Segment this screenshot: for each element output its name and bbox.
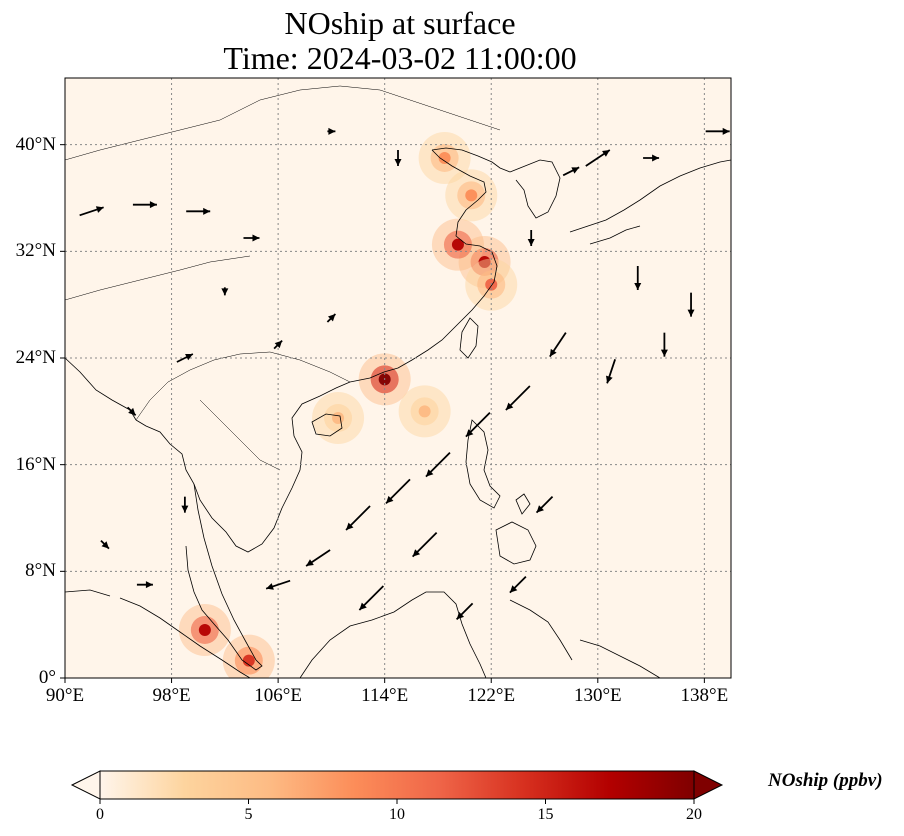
emission-hotspot — [431, 218, 484, 271]
lon-tick-label: 106°E — [254, 685, 302, 706]
lon-tick-label: 130°E — [573, 685, 622, 706]
coastline-borneo — [299, 591, 487, 678]
lon-tick-label: 122°E — [467, 685, 516, 706]
lon-tick-label: 114°E — [361, 685, 409, 706]
wind-vectors-layer — [79, 127, 730, 620]
coastline-taiwan — [459, 317, 479, 359]
wind-arrow — [465, 412, 491, 438]
lat-tick-label: 24°N — [15, 347, 56, 368]
map-frame — [64, 77, 732, 679]
emission-hotspot — [222, 634, 275, 678]
wind-arrow — [643, 154, 660, 162]
lon-tick-label: 138°E — [680, 685, 729, 706]
coastline-mindanao — [495, 493, 537, 565]
wind-arrow — [345, 505, 371, 531]
colorbar-extend-low — [70, 770, 101, 800]
wind-arrow — [181, 496, 189, 513]
coastline-sulawesi-newguinea — [509, 599, 661, 678]
wind-arrow — [176, 353, 194, 363]
emission-hotspot — [178, 604, 231, 656]
border-lines — [65, 85, 501, 471]
colorbar-label: NOship (ppbv) — [768, 770, 883, 791]
wind-arrow — [585, 149, 611, 167]
wind-arrow — [535, 496, 554, 514]
emission-hotspot — [418, 132, 471, 184]
colorbar-gradient — [99, 770, 695, 800]
wind-arrow — [132, 201, 157, 209]
wind-arrow — [305, 549, 331, 567]
wind-arrow — [505, 385, 531, 411]
colorbar-tick-label: 10 — [389, 806, 405, 823]
wind-arrow — [606, 359, 616, 384]
wind-arrow — [412, 532, 438, 558]
lat-tick-label: 16°N — [15, 453, 56, 475]
coastline-indochina — [135, 381, 351, 553]
wind-arrow — [634, 266, 642, 290]
wind-arrow — [385, 478, 411, 504]
coastline-luzon — [465, 419, 501, 509]
wind-arrow — [326, 313, 337, 323]
wind-arrow — [527, 230, 535, 246]
wind-arrow — [394, 150, 402, 166]
coastline-japan — [569, 159, 731, 245]
lat-tick-label: 0° — [38, 667, 56, 688]
chart-title: NOship at surface — [284, 5, 516, 41]
wind-arrow — [273, 340, 283, 350]
lon-tick-label: 98°E — [152, 685, 191, 706]
wind-arrow — [221, 287, 229, 296]
wind-arrow — [562, 166, 580, 177]
wind-arrow — [79, 206, 104, 217]
wind-arrow — [100, 540, 110, 550]
wind-arrow — [358, 585, 384, 611]
wind-arrow — [705, 127, 730, 135]
colorbar — [70, 770, 724, 804]
colorbar-extend-high — [693, 770, 724, 800]
wind-arrow — [549, 332, 567, 358]
emission-hotspot — [398, 385, 451, 438]
coastline-bohai — [431, 147, 511, 173]
wind-arrow — [509, 576, 527, 594]
coastline-china-east — [349, 149, 498, 383]
wind-arrow — [455, 602, 474, 620]
colorbar-tick-label: 15 — [537, 806, 554, 823]
coastline-sumatra — [65, 589, 251, 678]
coastline-hainan — [311, 413, 343, 437]
coastline-korea — [509, 159, 561, 219]
chart-subtitle-time: Time: 2024-03-02 11:00:00 — [223, 40, 577, 76]
colorbar-tick-label: 5 — [244, 806, 253, 823]
colorbar-tick-label: 0 — [96, 806, 104, 823]
lat-tick-label: 32°N — [15, 240, 56, 262]
axis-ticks — [60, 144, 705, 683]
wind-arrow — [186, 207, 211, 215]
colorbar-tick-label: 20 — [686, 806, 702, 823]
lon-tick-label: 90°E — [45, 685, 85, 706]
wind-arrow — [265, 579, 291, 590]
coastline-malay-peninsula — [185, 483, 263, 671]
wind-arrow — [660, 332, 668, 357]
colorbar-tick-marks — [99, 799, 695, 804]
wind-arrow — [687, 292, 695, 317]
wind-arrow — [327, 127, 336, 135]
wind-arrow — [136, 581, 153, 589]
lat-tick-label: 40°N — [15, 133, 56, 155]
emission-hotspot — [312, 392, 365, 444]
wind-arrow — [243, 234, 260, 242]
wind-arrow — [425, 452, 451, 478]
gridlines — [65, 78, 731, 678]
wind-arrow — [126, 406, 137, 416]
lat-tick-label: 8°N — [25, 560, 56, 582]
